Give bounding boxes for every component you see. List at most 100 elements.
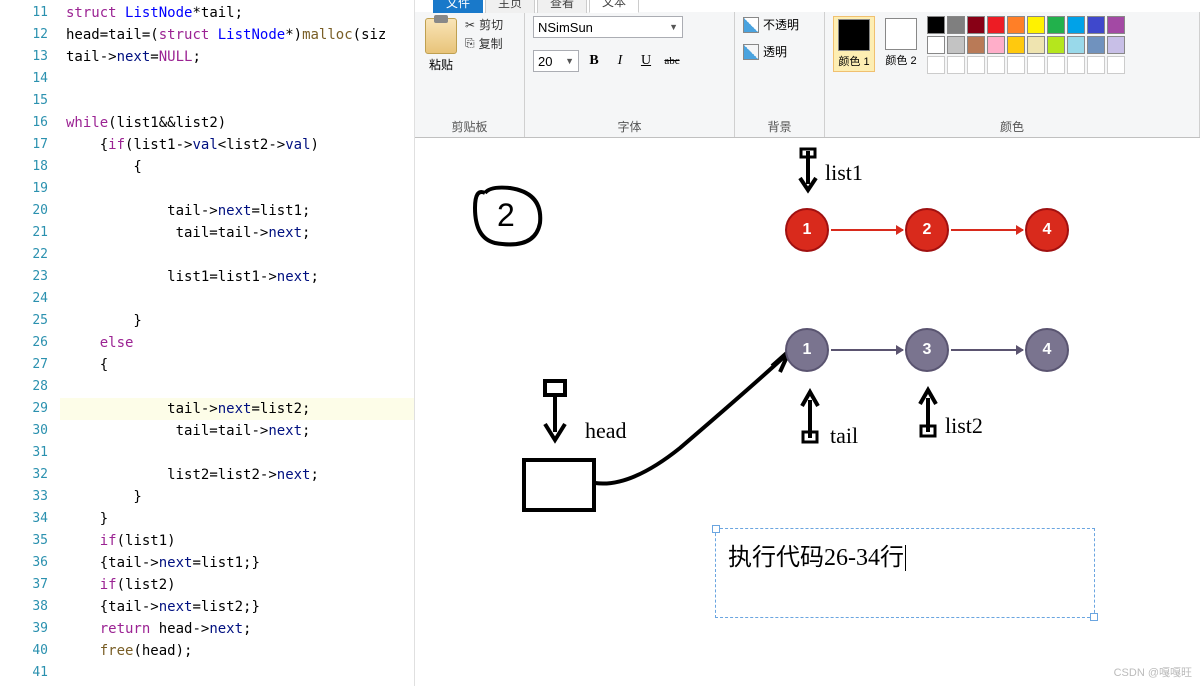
strike-button[interactable]: abc <box>661 50 683 72</box>
code-line[interactable]: { <box>60 354 414 376</box>
code-line[interactable] <box>60 178 414 200</box>
palette-color[interactable] <box>1047 36 1065 54</box>
paste-icon <box>425 18 457 54</box>
palette-color[interactable] <box>1067 36 1085 54</box>
ribbon: 粘贴 ✂剪切 ⎘复制 剪贴板 NSimSun▼ 20▼ B I U <box>415 12 1200 138</box>
list-node: 4 <box>1025 328 1069 372</box>
code-line[interactable] <box>60 376 414 398</box>
palette-color[interactable] <box>1107 16 1125 34</box>
code-line[interactable]: free(head); <box>60 640 414 662</box>
palette-color[interactable] <box>947 16 965 34</box>
head-arrow <box>535 378 575 448</box>
paint-app: 文件 主页 查看 文本 粘贴 ✂剪切 ⎘复制 剪贴板 NSimSun <box>415 0 1200 686</box>
code-line[interactable]: head=tail=(struct ListNode*)malloc(siz <box>60 24 414 46</box>
clipboard-group-label: 剪贴板 <box>423 116 516 135</box>
list1-label: list1 <box>825 160 863 186</box>
font-size-combo[interactable]: 20▼ <box>533 50 579 72</box>
palette-color[interactable] <box>1067 56 1085 74</box>
tab-text[interactable]: 文本 <box>589 0 639 13</box>
paint-canvas[interactable]: 2 list1 head tail <box>415 138 1200 686</box>
cut-button[interactable]: ✂剪切 <box>465 16 503 33</box>
copy-button[interactable]: ⎘复制 <box>465 35 503 52</box>
code-line[interactable] <box>60 68 414 90</box>
font-family-combo[interactable]: NSimSun▼ <box>533 16 683 38</box>
group-background: 不透明 透明 背景 <box>735 12 825 137</box>
code-line[interactable]: tail->next=list2; <box>60 398 414 420</box>
tab-home[interactable]: 主页 <box>485 0 535 13</box>
palette-color[interactable] <box>1107 36 1125 54</box>
code-line[interactable]: {if(list1->val<list2->val) <box>60 134 414 156</box>
code-line[interactable]: while(list1&&list2) <box>60 112 414 134</box>
palette-color[interactable] <box>967 56 985 74</box>
italic-button[interactable]: I <box>609 50 631 72</box>
head-box <box>520 456 600 516</box>
palette-color[interactable] <box>1087 16 1105 34</box>
scissors-icon: ✂ <box>465 18 475 32</box>
code-line[interactable] <box>60 288 414 310</box>
tab-view[interactable]: 查看 <box>537 0 587 13</box>
list-node: 4 <box>1025 208 1069 252</box>
palette-color[interactable] <box>1047 56 1065 74</box>
palette-color[interactable] <box>1007 56 1025 74</box>
color2-button[interactable]: 颜色 2 <box>881 16 921 70</box>
palette-color[interactable] <box>1027 36 1045 54</box>
palette-color[interactable] <box>987 16 1005 34</box>
code-line[interactable]: {tail->next=list1;} <box>60 552 414 574</box>
code-line[interactable] <box>60 442 414 464</box>
palette-color[interactable] <box>947 56 965 74</box>
background-group-label: 背景 <box>743 116 816 135</box>
underline-button[interactable]: U <box>635 50 657 72</box>
code-editor[interactable]: 1112131415161718192021222324252627282930… <box>0 0 415 686</box>
code-line[interactable]: if(list1) <box>60 530 414 552</box>
svg-text:2: 2 <box>497 197 515 233</box>
code-line[interactable]: list1=list1->next; <box>60 266 414 288</box>
code-line[interactable]: } <box>60 508 414 530</box>
palette-color[interactable] <box>927 16 945 34</box>
opaque-icon <box>743 17 759 33</box>
palette-color[interactable] <box>1107 56 1125 74</box>
code-line[interactable] <box>60 662 414 684</box>
palette-color[interactable] <box>1027 56 1045 74</box>
code-line[interactable]: tail=tail->next; <box>60 420 414 442</box>
palette-color[interactable] <box>1067 16 1085 34</box>
code-body[interactable]: struct ListNode*tail;head=tail=(struct L… <box>60 0 414 686</box>
palette-color[interactable] <box>967 16 985 34</box>
palette-color[interactable] <box>1087 36 1105 54</box>
palette-color[interactable] <box>987 56 1005 74</box>
code-line[interactable] <box>60 90 414 112</box>
annotation-textbox[interactable]: 执行代码26-34行 <box>715 528 1095 618</box>
palette-color[interactable] <box>967 36 985 54</box>
palette-color[interactable] <box>1087 56 1105 74</box>
opaque-option[interactable]: 不透明 <box>743 16 799 33</box>
palette-color[interactable] <box>1007 16 1025 34</box>
font-group-label: 字体 <box>533 116 726 135</box>
bold-button[interactable]: B <box>583 50 605 72</box>
watermark: CSDN @嘎嘎旺 <box>1114 664 1192 680</box>
transparent-option[interactable]: 透明 <box>743 43 787 60</box>
code-line[interactable]: } <box>60 310 414 332</box>
palette-color[interactable] <box>1027 16 1045 34</box>
group-clipboard: 粘贴 ✂剪切 ⎘复制 剪贴板 <box>415 12 525 137</box>
code-line[interactable]: tail->next=NULL; <box>60 46 414 68</box>
code-line[interactable]: if(list2) <box>60 574 414 596</box>
paste-button[interactable]: 粘贴 <box>423 16 459 75</box>
code-line[interactable]: return head->next; <box>60 618 414 640</box>
palette-color[interactable] <box>927 36 945 54</box>
code-line[interactable]: tail=tail->next; <box>60 222 414 244</box>
tab-file[interactable]: 文件 <box>433 0 483 13</box>
code-line[interactable]: {tail->next=list2;} <box>60 596 414 618</box>
color1-button[interactable]: 颜色 1 <box>833 16 875 72</box>
code-line[interactable]: tail->next=list1; <box>60 200 414 222</box>
palette-color[interactable] <box>947 36 965 54</box>
code-line[interactable]: list2=list2->next; <box>60 464 414 486</box>
code-line[interactable]: } <box>60 486 414 508</box>
code-line[interactable] <box>60 244 414 266</box>
palette-color[interactable] <box>927 56 945 74</box>
code-line[interactable]: else <box>60 332 414 354</box>
palette-color[interactable] <box>987 36 1005 54</box>
code-line[interactable]: struct ListNode*tail; <box>60 2 414 24</box>
group-colors: 颜色 1 颜色 2 颜色 <box>825 12 1200 137</box>
palette-color[interactable] <box>1007 36 1025 54</box>
code-line[interactable]: { <box>60 156 414 178</box>
palette-color[interactable] <box>1047 16 1065 34</box>
